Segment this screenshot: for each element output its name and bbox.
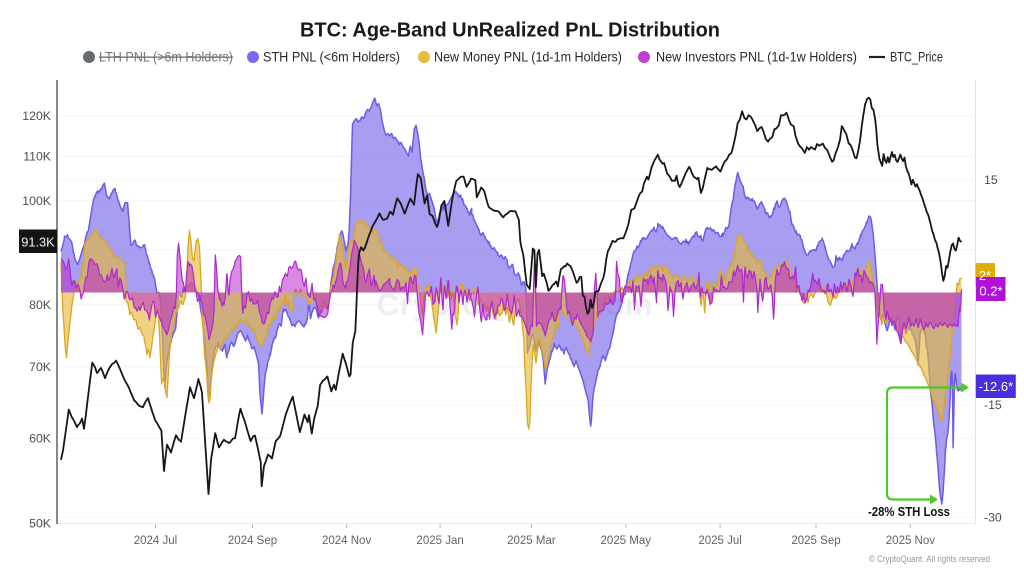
svg-text:50K: 50K (29, 516, 52, 530)
svg-text:New Money PNL (1d-1m Holders): New Money PNL (1d-1m Holders) (434, 49, 622, 65)
svg-text:2025 Jan: 2025 Jan (416, 535, 463, 547)
svg-text:BTC_Price: BTC_Price (890, 49, 943, 65)
svg-text:80K: 80K (29, 298, 52, 312)
svg-text:-28% STH Loss: -28% STH Loss (868, 504, 950, 519)
svg-text:BTC: Age-Band UnRealized PnL D: BTC: Age-Band UnRealized PnL Distributio… (300, 19, 720, 42)
svg-text:100K: 100K (22, 194, 52, 208)
svg-text:2025 Sep: 2025 Sep (791, 535, 840, 547)
svg-text:120K: 120K (22, 109, 52, 123)
svg-text:2024 Nov: 2024 Nov (322, 535, 371, 547)
svg-text:LTH PNL (>6m Holders): LTH PNL (>6m Holders) (99, 49, 233, 65)
svg-text:2024 Sep: 2024 Sep (228, 535, 277, 547)
svg-text:2025 Nov: 2025 Nov (886, 535, 935, 547)
svg-text:2025 Jul: 2025 Jul (698, 535, 741, 547)
svg-text:70K: 70K (29, 360, 52, 374)
svg-text:60K: 60K (29, 432, 52, 446)
svg-text:2*: 2* (979, 268, 991, 283)
svg-text:0.2*: 0.2* (979, 284, 1002, 299)
svg-text:-30: -30 (984, 511, 1002, 525)
svg-text:2025 May: 2025 May (601, 535, 652, 547)
svg-text:New Investors PNL (1d-1w Holde: New Investors PNL (1d-1w Holders) (656, 49, 857, 65)
svg-text:91.3K: 91.3K (21, 235, 55, 250)
svg-text:110K: 110K (23, 150, 52, 164)
svg-text:2025 Mar: 2025 Mar (507, 535, 556, 547)
svg-text:15: 15 (984, 173, 998, 187)
svg-text:© CryptoQuant. All rights rese: © CryptoQuant. All rights reserved (869, 553, 990, 564)
svg-text:STH PNL (<6m Holders): STH PNL (<6m Holders) (263, 49, 400, 65)
svg-text:-12.6*: -12.6* (978, 379, 1013, 394)
svg-text:-15: -15 (984, 398, 1002, 412)
svg-text:2024 Jul: 2024 Jul (134, 535, 177, 547)
